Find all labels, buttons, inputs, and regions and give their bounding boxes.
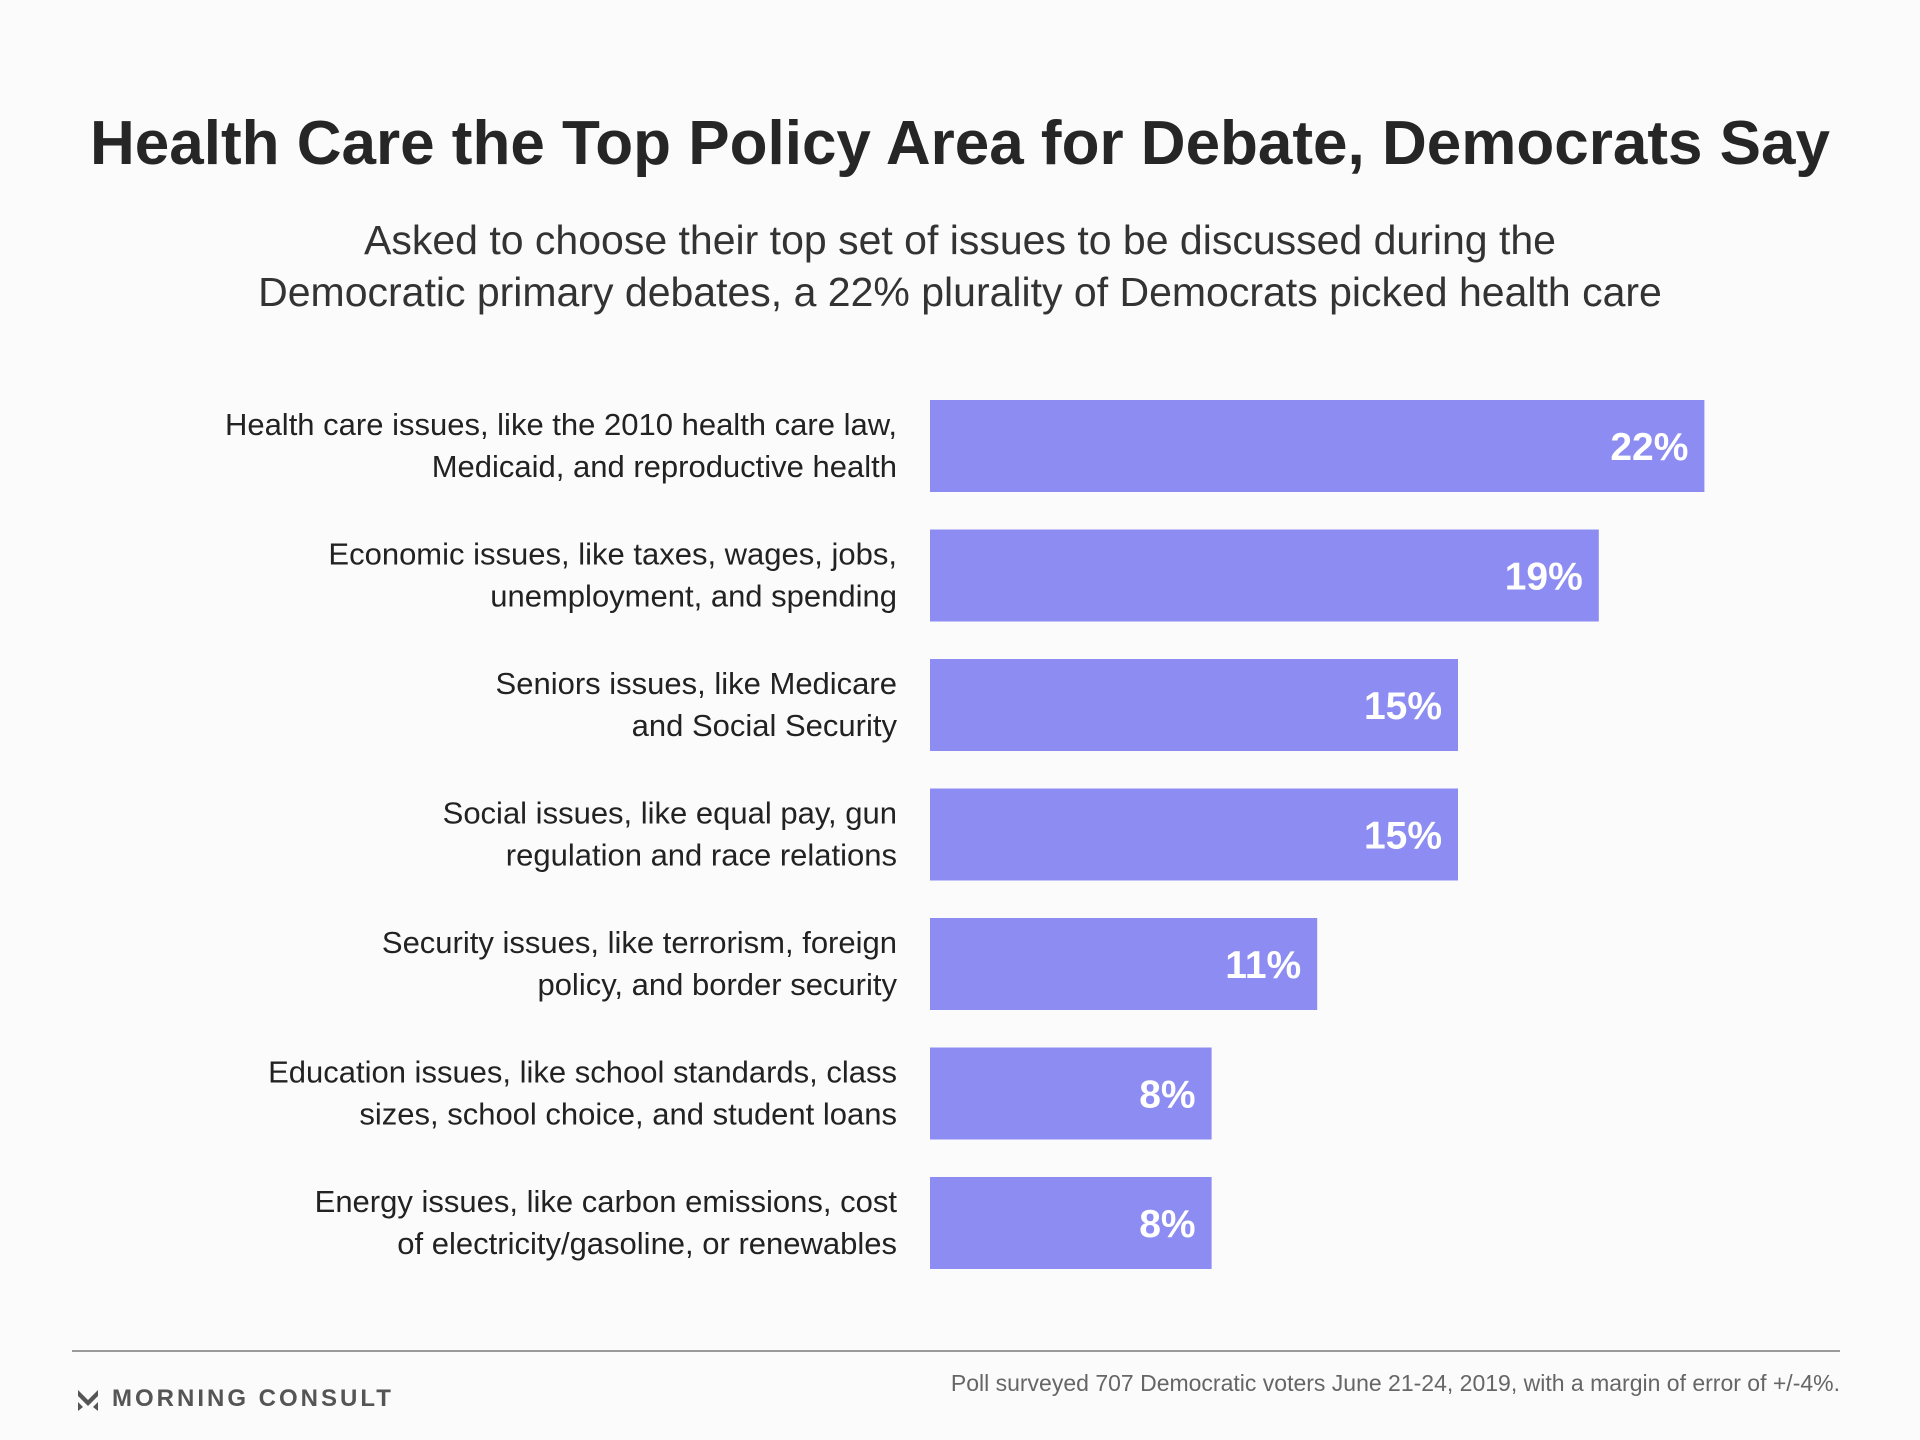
value-label-2: 15% xyxy=(1364,685,1442,728)
bar-5 xyxy=(930,1047,1212,1140)
subtitle-line-2: Democratic primary debates, a 22% plural… xyxy=(258,269,1662,315)
category-label-0-line-2: Medicaid, and reproductive health xyxy=(432,449,897,484)
category-label-3-line-1: Social issues, like equal pay, gun xyxy=(443,796,897,831)
category-label-0-line-1: Health care issues, like the 2010 health… xyxy=(225,407,897,442)
bar-6 xyxy=(930,1177,1212,1269)
value-label-3: 15% xyxy=(1364,815,1442,858)
morning-consult-logo-icon xyxy=(78,1390,98,1411)
category-label-2-line-2: and Social Security xyxy=(632,708,898,743)
brand-name: MORNING CONSULT xyxy=(112,1385,394,1412)
category-label-2-line-1: Seniors issues, like Medicare xyxy=(496,666,897,701)
bar-chart: 22% Health care issues, like the 2010 hea… xyxy=(225,400,1705,1269)
category-label-6-line-2: of electricity/gasoline, or renewables xyxy=(397,1226,897,1261)
footer-divider xyxy=(72,1350,1840,1352)
category-label-5-line-2: sizes, school choice, and student loans xyxy=(359,1097,897,1132)
category-label-1-line-2: unemployment, and spending xyxy=(490,579,897,614)
bar-4 xyxy=(930,918,1318,1010)
footnote: Poll surveyed 707 Democratic voters June… xyxy=(950,1370,1840,1396)
category-label-6-line-1: Energy issues, like carbon emissions, co… xyxy=(315,1184,898,1219)
value-label-0: 22% xyxy=(1610,426,1688,469)
bar-1 xyxy=(930,529,1599,622)
category-label-1-line-1: Economic issues, like taxes, wages, jobs… xyxy=(328,537,897,572)
brand: MORNING CONSULT xyxy=(76,1382,394,1416)
category-label-5-line-1: Education issues, like school standards,… xyxy=(268,1055,897,1090)
chart-subtitle: Asked to choose their top set of issues … xyxy=(160,214,1760,318)
bar-2 xyxy=(930,659,1458,751)
value-label-1: 19% xyxy=(1505,556,1583,599)
bar-3 xyxy=(930,788,1458,881)
chart-title: Health Care the Top Policy Area for Deba… xyxy=(90,109,1830,178)
bar-0 xyxy=(930,400,1705,492)
value-label-5: 8% xyxy=(1139,1074,1195,1117)
subtitle-line-1: Asked to choose their top set of issues … xyxy=(364,217,1556,263)
category-label-4-line-2: policy, and border security xyxy=(537,967,897,1002)
category-label-4-line-1: Security issues, like terrorism, foreign xyxy=(382,925,897,960)
value-label-6: 8% xyxy=(1139,1203,1195,1246)
value-label-4: 11% xyxy=(1225,944,1301,987)
category-label-3-line-2: regulation and race relations xyxy=(506,838,897,873)
